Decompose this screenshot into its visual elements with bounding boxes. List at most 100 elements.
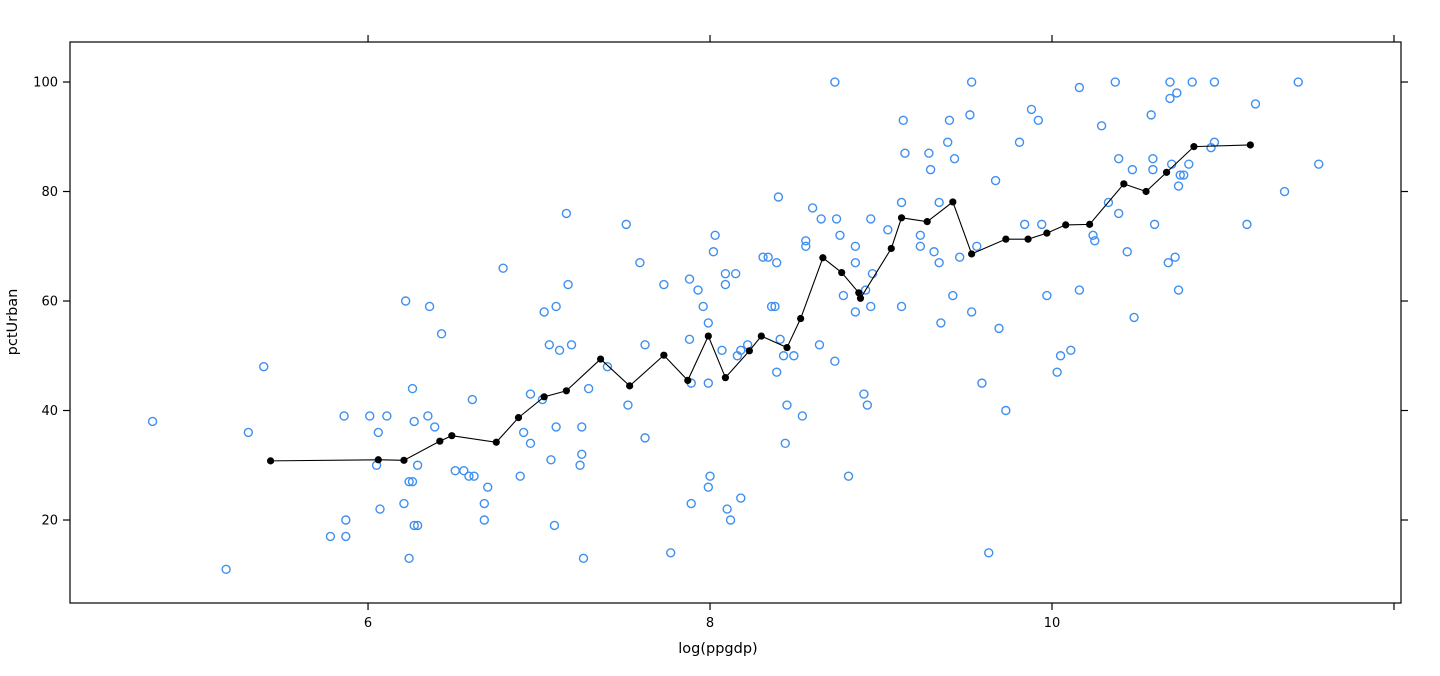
- data-point: [801, 236, 811, 246]
- data-point: [479, 515, 490, 525]
- data-point: [659, 279, 669, 290]
- data-point: [807, 203, 818, 213]
- data-point: [925, 164, 936, 175]
- data-point: [459, 466, 469, 476]
- data-point: [725, 515, 736, 525]
- smooth-point: [684, 376, 692, 384]
- data-point: [850, 241, 861, 251]
- data-point: [400, 296, 411, 306]
- data-point: [551, 301, 561, 312]
- data-point: [693, 285, 703, 295]
- data-point: [467, 394, 478, 405]
- data-point: [1172, 88, 1182, 98]
- data-point: [1110, 77, 1120, 87]
- data-point: [758, 252, 768, 262]
- smooth-point: [897, 214, 906, 222]
- data-point: [965, 110, 975, 120]
- smooth-point: [757, 332, 765, 340]
- data-point: [929, 247, 939, 257]
- data-point: [698, 301, 708, 312]
- data-point: [412, 520, 423, 531]
- smooth-point: [448, 432, 456, 440]
- data-point: [966, 307, 977, 317]
- data-point: [382, 411, 392, 421]
- data-point: [686, 498, 696, 509]
- smooth-point: [1190, 143, 1198, 151]
- data-point: [1026, 104, 1037, 115]
- data-point: [1037, 219, 1047, 230]
- data-point: [780, 438, 790, 449]
- data-point: [860, 285, 871, 295]
- data-point: [775, 334, 785, 345]
- data-point: [404, 553, 414, 564]
- data-point: [640, 433, 650, 443]
- data-point: [635, 257, 645, 268]
- data-point: [259, 362, 269, 372]
- data-point: [1096, 121, 1107, 131]
- data-point: [412, 460, 423, 470]
- data-point: [797, 411, 808, 421]
- data-point: [684, 334, 695, 345]
- data-point: [831, 214, 842, 224]
- data-point: [450, 466, 460, 476]
- data-point: [1250, 99, 1261, 109]
- data-point: [430, 422, 440, 432]
- scatter-points-layer: [147, 77, 1324, 574]
- data-point: [850, 257, 861, 268]
- x-tick-label: 6: [364, 616, 372, 631]
- data-point: [1088, 230, 1098, 241]
- data-point: [575, 460, 585, 470]
- smooth-point: [721, 374, 730, 382]
- data-point: [915, 241, 926, 251]
- data-point: [621, 219, 631, 230]
- data-point: [563, 279, 573, 290]
- data-point: [546, 455, 556, 465]
- data-point: [720, 268, 731, 279]
- y-tick-label: 100: [33, 76, 58, 91]
- data-point: [730, 268, 741, 279]
- data-point: [424, 301, 435, 312]
- smooth-point: [797, 314, 805, 323]
- data-point: [883, 225, 893, 235]
- data-point: [407, 476, 418, 487]
- data-point: [830, 77, 840, 87]
- data-point: [525, 438, 536, 449]
- smooth-point: [660, 351, 668, 359]
- data-point: [1173, 181, 1184, 191]
- data-point: [1165, 93, 1175, 104]
- smooth-point: [596, 355, 605, 363]
- data-point: [1170, 252, 1180, 262]
- data-point: [566, 340, 577, 350]
- data-point: [539, 307, 549, 317]
- smooth-point: [1043, 229, 1051, 237]
- data-point: [954, 252, 965, 262]
- data-point: [577, 449, 587, 460]
- data-point: [720, 279, 731, 290]
- smooth-point: [1246, 141, 1254, 149]
- data-point: [703, 482, 714, 492]
- smooth-point: [783, 343, 791, 352]
- x-tick-label: 10: [1044, 616, 1061, 631]
- data-point: [1033, 115, 1044, 126]
- data-point: [710, 230, 720, 241]
- data-point: [722, 504, 732, 514]
- data-point: [561, 208, 572, 219]
- data-point: [404, 476, 414, 487]
- data-point: [948, 290, 958, 301]
- data-point: [703, 378, 714, 388]
- data-point: [934, 197, 944, 208]
- data-point: [436, 329, 447, 339]
- data-point: [483, 482, 493, 492]
- data-point: [708, 247, 719, 257]
- data-point: [518, 427, 529, 438]
- data-point: [772, 367, 782, 377]
- data-point: [583, 383, 594, 394]
- data-point: [1113, 153, 1124, 164]
- data-point: [1148, 153, 1158, 164]
- smooth-point: [1062, 221, 1070, 229]
- smooth-point: [923, 218, 931, 226]
- y-tick-label: 40: [41, 404, 58, 419]
- smooth-point: [436, 437, 444, 445]
- data-point: [1178, 170, 1189, 180]
- data-point: [1149, 219, 1160, 230]
